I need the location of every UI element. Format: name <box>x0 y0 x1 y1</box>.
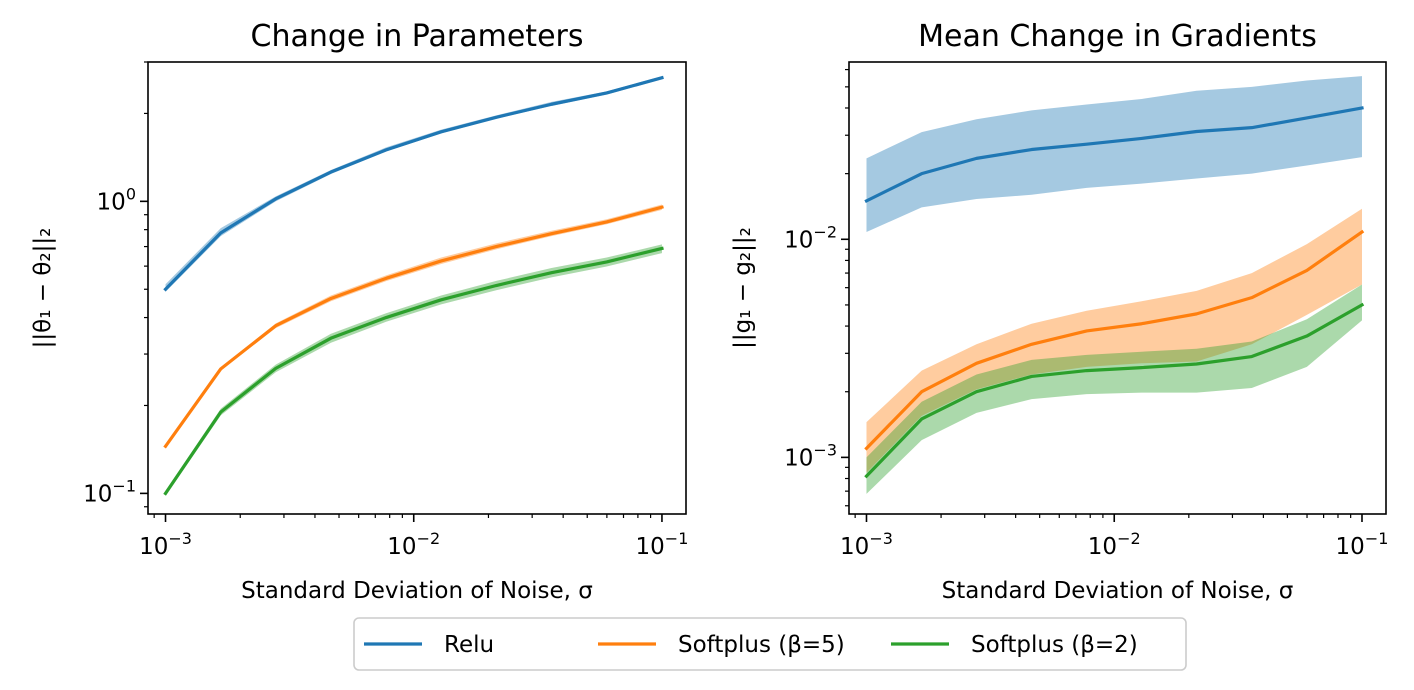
y-tick-label: 10−1 <box>83 476 136 507</box>
x-tick-exponent: −2 <box>1117 529 1141 548</box>
series-line-1 <box>864 106 1364 204</box>
x-tick-label: 10−2 <box>1088 529 1141 560</box>
legend-label-3: Softplus (β=2) <box>971 632 1138 658</box>
x-tick-label: 10−3 <box>139 529 192 560</box>
series-line-2 <box>864 229 1365 451</box>
series-line-1 <box>163 75 664 292</box>
y-axis-label: ||g₁ − g₂||₂ <box>730 227 756 349</box>
confidence-band-3 <box>866 284 1362 494</box>
x-tick-label: 10−1 <box>1336 529 1389 560</box>
x-tick-label: 10−2 <box>387 529 440 560</box>
confidence-band-3 <box>165 244 662 496</box>
x-tick-base: 10 <box>840 534 869 560</box>
series-line-3 <box>864 302 1365 479</box>
series-line-3 <box>163 246 664 496</box>
series-line-2 <box>163 205 664 449</box>
x-tick-exponent: −3 <box>168 529 192 548</box>
confidence-band-2 <box>165 204 662 448</box>
x-axis-label: Standard Deviation of Noise, σ <box>241 578 593 604</box>
x-tick-label: 10−3 <box>840 529 893 560</box>
x-tick-base: 10 <box>1336 534 1365 560</box>
x-tick-label: 10−1 <box>636 529 689 560</box>
chart-title: Mean Change in Gradients <box>918 19 1317 54</box>
y-tick-base: 10 <box>784 445 813 471</box>
confidence-band-1 <box>165 76 662 292</box>
plot-area <box>864 76 1365 494</box>
x-tick-exponent: −1 <box>1365 529 1389 548</box>
x-tick-base: 10 <box>1088 534 1117 560</box>
legend-box <box>353 617 1187 671</box>
x-axis-label: Standard Deviation of Noise, σ <box>942 578 1294 604</box>
x-tick-base: 10 <box>636 534 665 560</box>
x-tick-exponent: −2 <box>417 529 441 548</box>
y-tick-exponent: −1 <box>112 476 136 495</box>
x-tick-exponent: −3 <box>869 529 893 548</box>
y-tick-base: 10 <box>97 189 126 215</box>
y-tick-base: 10 <box>83 481 112 507</box>
x-tick-base: 10 <box>139 534 168 560</box>
x-tick-exponent: −1 <box>665 529 689 548</box>
y-tick-exponent: −3 <box>813 440 837 459</box>
y-tick-label: 10−2 <box>784 222 837 253</box>
y-tick-exponent: −2 <box>813 222 837 241</box>
axes-frame <box>147 61 687 515</box>
y-tick-label: 100 <box>97 184 136 215</box>
y-axis-label: ||θ₁ − θ₂||₂ <box>30 228 56 349</box>
plot-area <box>163 75 664 496</box>
y-tick-base: 10 <box>784 227 813 253</box>
x-tick-base: 10 <box>387 534 416 560</box>
y-tick-label: 10−3 <box>784 440 837 471</box>
legend-label-1: Relu <box>444 632 494 658</box>
legend: Relu Softplus (β=5) Softplus (β=2) <box>353 617 1187 671</box>
chart-title: Change in Parameters <box>251 19 584 54</box>
confidence-band-2 <box>866 208 1362 473</box>
legend-label-2: Softplus (β=5) <box>678 632 845 658</box>
confidence-band-1 <box>866 76 1362 233</box>
y-tick-exponent: 0 <box>126 184 136 203</box>
